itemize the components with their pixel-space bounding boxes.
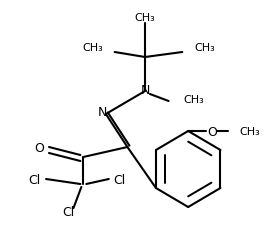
Text: CH₃: CH₃ <box>183 94 204 104</box>
Text: N: N <box>140 83 150 96</box>
Text: Cl: Cl <box>114 173 126 186</box>
Text: Cl: Cl <box>28 173 40 186</box>
Text: O: O <box>34 141 44 154</box>
Text: Cl: Cl <box>63 206 75 219</box>
Text: CH₃: CH₃ <box>239 126 260 136</box>
Text: CH₃: CH₃ <box>82 43 103 53</box>
Text: CH₃: CH₃ <box>194 43 215 53</box>
Text: O: O <box>207 125 217 138</box>
Text: N: N <box>98 106 108 119</box>
Text: CH₃: CH₃ <box>135 13 155 23</box>
